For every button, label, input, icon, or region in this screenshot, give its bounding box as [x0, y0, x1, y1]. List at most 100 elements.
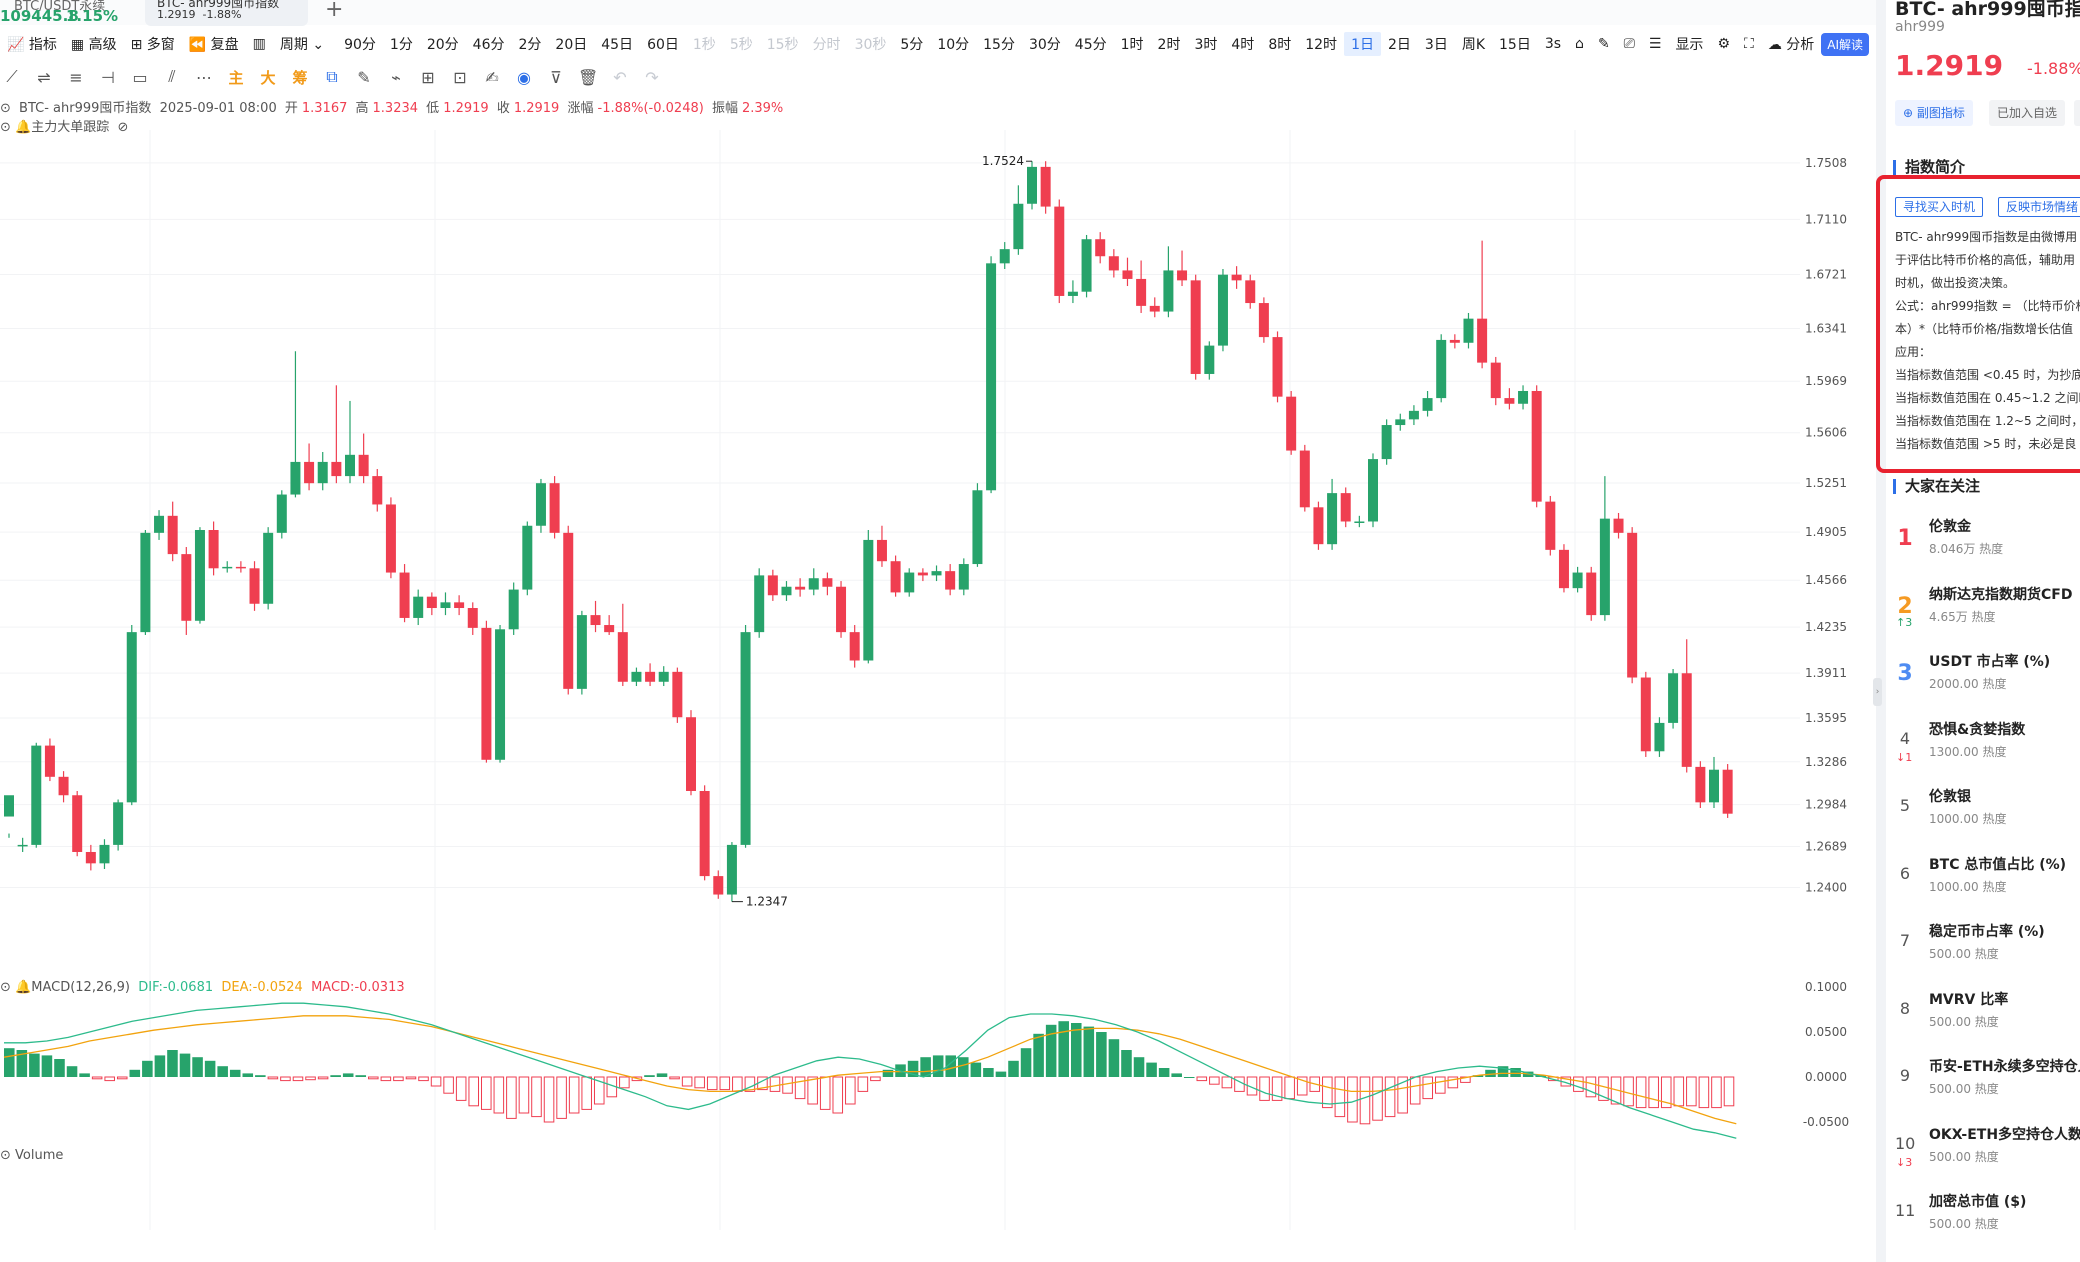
- collapse-panel-handle[interactable]: ›: [1873, 678, 1882, 706]
- tab-1-price[interactable]: 109445.8: [0, 7, 79, 25]
- kline-chart[interactable]: 1.7508 1.7110 1.6721 1.6341 1.5969 1.5606 1.52…: [0, 130, 1870, 1260]
- toolbar-right-cloud-icon[interactable]: ☁ 分析: [1761, 32, 1821, 56]
- period-item-24[interactable]: 1时: [1114, 32, 1151, 56]
- period-item-6[interactable]: 90分: [337, 32, 383, 56]
- add-sub-indicator-button[interactable]: ⊕ 副图指标: [1895, 100, 1973, 126]
- toolbar-right-ai-icon[interactable]: AI解读: [1821, 32, 1870, 56]
- main-force-indicator[interactable]: ⊙ 🔔主力大单跟踪 ⊘: [0, 116, 128, 135]
- toolbar-right-screen-icon[interactable]: ⎚: [1617, 34, 1642, 54]
- period-item-27[interactable]: 4时: [1224, 32, 1261, 56]
- magnet-icon[interactable]: ⌁: [391, 67, 401, 87]
- hot-list-item[interactable]: 6 BTC 总市值占比 (%) 1000.00 热度: [1895, 850, 2080, 910]
- bell-icon[interactable]: 🔔: [15, 120, 32, 135]
- tab-2-active[interactable]: BTC- ahr999囤币指数 1.2919 -1.88%: [145, 0, 308, 26]
- hot-list-item[interactable]: 2 ↑3 纳斯达克指数期货CFD 4.65万 热度: [1895, 580, 2080, 640]
- collapse-icon[interactable]: ⊙: [0, 101, 11, 116]
- collapse-icon[interactable]: ⊙: [0, 1148, 11, 1163]
- hot-list-item[interactable]: 10 ↓3 OKX-ETH多空持仓人数比 500.00 热度: [1895, 1120, 2080, 1180]
- period-item-32[interactable]: 3日: [1418, 32, 1455, 56]
- hot-list-item[interactable]: 9 币安-ETH永续多空持仓人 500.00 热度: [1895, 1052, 2080, 1112]
- period-item-3[interactable]: ⏪ 复盘: [182, 32, 246, 56]
- hot-list-item[interactable]: 4 ↓1 恐惧&贪婪指数 1300.00 热度: [1895, 715, 2080, 775]
- period-item-10[interactable]: 2分: [511, 32, 548, 56]
- period-item-4[interactable]: ▥: [246, 34, 273, 54]
- period-item-26[interactable]: 3时: [1187, 32, 1224, 56]
- undo-icon[interactable]: ↶: [613, 67, 627, 87]
- period-item-5[interactable]: 周期 ⌄: [273, 32, 331, 56]
- period-item-30[interactable]: 1日: [1344, 32, 1381, 56]
- period-item-31[interactable]: 2日: [1381, 32, 1418, 56]
- filter-icon[interactable]: ⊽: [550, 67, 562, 87]
- collapse-icon[interactable]: ⊙: [0, 120, 11, 135]
- more-button[interactable]: [2074, 100, 2080, 126]
- toolbar-right-list-icon[interactable]: ☰: [1642, 34, 1669, 54]
- period-item-0[interactable]: 📈 指标: [0, 32, 64, 56]
- period-item-12[interactable]: 45日: [594, 32, 640, 56]
- period-item-17[interactable]: 分时: [806, 32, 848, 56]
- big-order-toggle[interactable]: 大: [260, 68, 276, 87]
- eye-hidden-icon[interactable]: ⊘: [117, 120, 129, 135]
- chip-toggle[interactable]: 筹: [292, 68, 308, 87]
- period-item-18[interactable]: 30秒: [848, 32, 894, 56]
- redo-icon[interactable]: ↷: [645, 67, 659, 87]
- bell-icon[interactable]: 🔔: [15, 980, 32, 995]
- hot-list-item[interactable]: 8 MVRV 比率 500.00 热度: [1895, 985, 2080, 1045]
- toolbar-right-label-5[interactable]: 显示: [1668, 32, 1710, 56]
- brush-icon[interactable]: ✎: [357, 67, 371, 87]
- hot-list-item[interactable]: 5 伦敦银 1000.00 热度: [1895, 782, 2080, 842]
- toolbar-right-camera-icon[interactable]: ⌂: [1568, 34, 1591, 54]
- added-watchlist-button[interactable]: 已加入自选: [1989, 100, 2066, 126]
- period-item-21[interactable]: 15分: [976, 32, 1022, 56]
- parallel-lines-icon[interactable]: ⇌: [37, 67, 51, 87]
- hot-list-item[interactable]: 3 USDT 市占率 (%) 2000.00 热度: [1895, 647, 2080, 707]
- period-item-19[interactable]: 5分: [893, 32, 930, 56]
- period-item-16[interactable]: 15秒: [760, 32, 806, 56]
- eye-icon[interactable]: ◉: [517, 67, 531, 87]
- period-item-11[interactable]: 20日: [548, 32, 594, 56]
- period-item-15[interactable]: 5秒: [723, 32, 760, 56]
- hot-list-item[interactable]: 7 稳定币市占率 (%) 500.00 热度: [1895, 917, 2080, 977]
- period-item-8[interactable]: 20分: [420, 32, 466, 56]
- more-icon[interactable]: ⋯: [196, 67, 212, 87]
- period-item-22[interactable]: 30分: [1022, 32, 1068, 56]
- period-item-33[interactable]: 周K: [1455, 32, 1492, 56]
- rectangle-icon[interactable]: ▭: [132, 67, 148, 87]
- lock-icon[interactable]: ⊡: [453, 67, 467, 87]
- main-chart-toggle[interactable]: 主: [228, 68, 244, 87]
- period-item-23[interactable]: 45分: [1068, 32, 1114, 56]
- period-item-2[interactable]: ⊞ 多窗: [124, 32, 182, 56]
- toolbar-right-label-0[interactable]: 3s: [1538, 34, 1568, 54]
- period-item-1[interactable]: ▦ 高级: [64, 32, 124, 56]
- copy-icon[interactable]: ⧉: [326, 67, 338, 86]
- hot-list-item[interactable]: 11 加密总市值 ($) 500.00 热度: [1895, 1187, 2080, 1247]
- tag-market-sentiment[interactable]: 反映市场情绪: [1998, 197, 2080, 217]
- tag-buy-timing[interactable]: 寻找买入时机: [1895, 197, 1984, 217]
- tab-1-change[interactable]: 1.15%: [66, 7, 119, 25]
- horizontal-lines-icon[interactable]: ≡: [69, 67, 83, 87]
- toolbar-right-pen-icon[interactable]: ✎: [1591, 34, 1617, 54]
- horizontal-ray-icon[interactable]: ⊣: [101, 67, 115, 87]
- period-item-14[interactable]: 1秒: [686, 32, 723, 56]
- collapse-icon[interactable]: ⊙: [0, 980, 11, 995]
- candle-down: [454, 602, 465, 609]
- period-item-28[interactable]: 8时: [1261, 32, 1298, 56]
- hot-list-item[interactable]: 1 伦敦金 8.046万 热度: [1895, 512, 2080, 572]
- fibonacci-icon[interactable]: ⫽: [168, 67, 176, 86]
- period-item-7[interactable]: 1分: [383, 32, 420, 56]
- period-item-9[interactable]: 46分: [466, 32, 512, 56]
- note-icon[interactable]: ✍: [485, 67, 499, 87]
- toolbar-right-gear-icon[interactable]: ⚙: [1710, 34, 1737, 54]
- period-item-29[interactable]: 12时: [1298, 32, 1344, 56]
- tab-1-name[interactable]: BTC/USDT永续: [14, 0, 106, 14]
- trash-icon[interactable]: 🗑: [578, 67, 599, 87]
- macd-bar-down: [1284, 1076, 1295, 1100]
- measure-icon[interactable]: ⊞: [421, 67, 435, 87]
- period-item-34[interactable]: 15日: [1492, 32, 1538, 56]
- period-item-25[interactable]: 2时: [1151, 32, 1188, 56]
- macd-bar-down: [782, 1076, 793, 1094]
- period-item-20[interactable]: 10分: [930, 32, 976, 56]
- toolbar-right-fullscreen-icon[interactable]: ⛶: [1737, 34, 1761, 54]
- trendline-icon[interactable]: ⟋: [6, 67, 18, 86]
- add-tab-icon[interactable]: +: [325, 0, 344, 22]
- period-item-13[interactable]: 60日: [640, 32, 686, 56]
